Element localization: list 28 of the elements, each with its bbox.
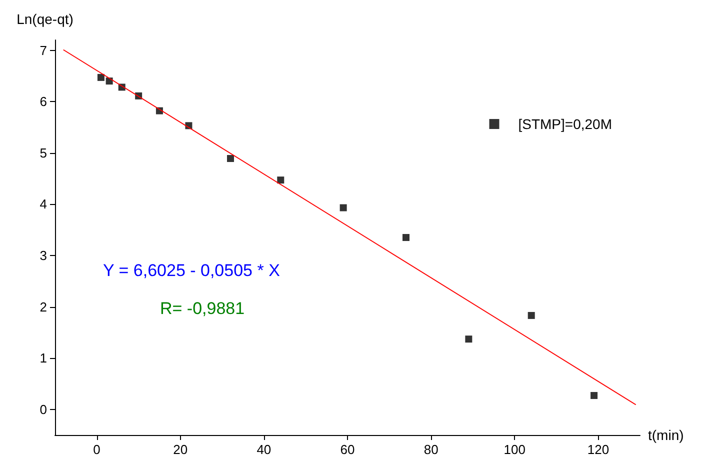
x-tick-label: 40 [256,442,272,457]
x-tick-label: 80 [424,442,438,457]
y-tick-label: 4 [40,196,47,212]
y-tick-label: 1 [40,350,47,366]
y-tick-label: 6 [40,94,47,110]
x-tick-label: 0 [93,442,100,457]
point [402,234,410,241]
y-tick-label: 3 [40,248,47,263]
y-axis-title: Ln(qe-qt) [16,11,74,27]
x-axis-title: t(min) [648,427,684,443]
x-tick-label: 60 [340,442,355,457]
y-tick-label: 5 [40,145,47,160]
point [227,155,234,162]
point [97,74,104,81]
point [528,312,535,319]
y-tick-label: 7 [40,42,47,58]
x-tick-label: 100 [504,442,526,457]
point [465,336,472,343]
y-tick-label: 2 [40,299,47,314]
annotation: R= -0,9881 [160,299,245,318]
y-tick-label: 0 [40,402,47,417]
annotation: Y = 6,6025 - 0,0505 * X [103,261,280,280]
point [340,204,347,212]
legend-label: [STMP]=0,20M [518,116,612,132]
point [277,176,284,184]
point [590,392,598,399]
x-tick-label: 20 [173,442,188,457]
x-tick-label: 120 [587,442,610,457]
